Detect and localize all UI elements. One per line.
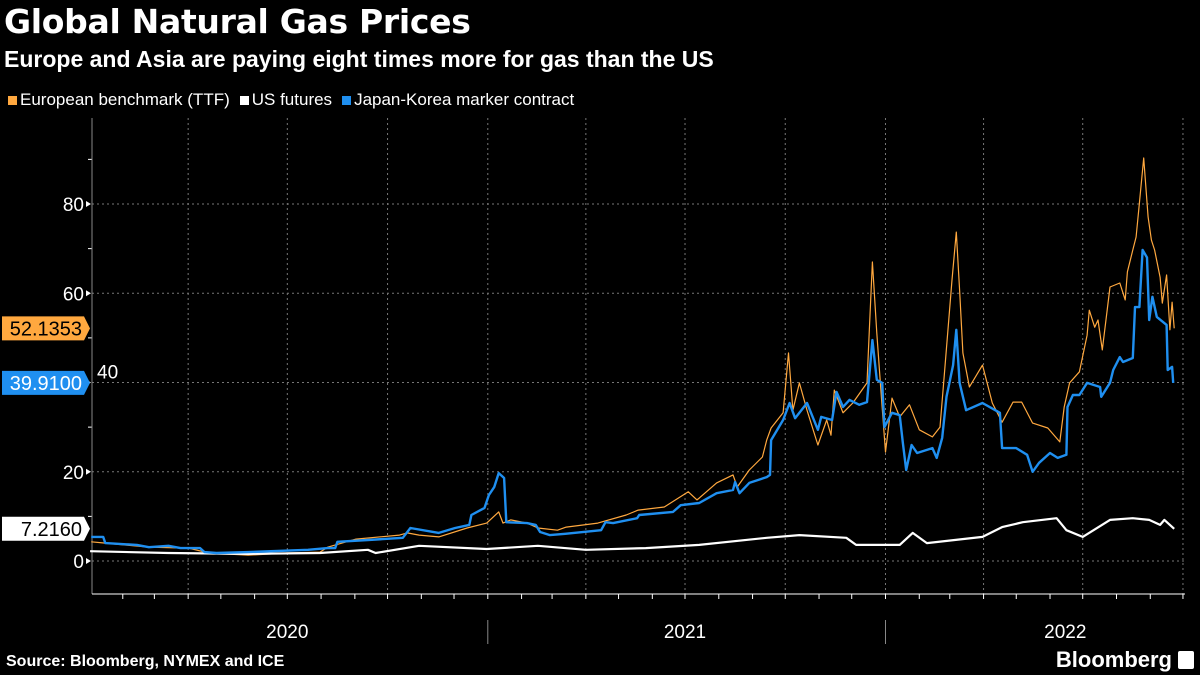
legend-swatch — [8, 95, 17, 105]
x-tick-label: 2021 — [664, 622, 706, 643]
y-tick — [86, 558, 91, 564]
y-tick-label: 0 — [73, 552, 84, 573]
last-value-label: 39.9100 — [10, 373, 82, 395]
legend-item-jkm: Japan-Korea marker contract — [342, 90, 574, 110]
legend-swatch — [239, 95, 249, 105]
series-line-jkm — [91, 248, 1175, 555]
bloomberg-logo: Bloomberg — [1056, 647, 1194, 673]
series-line-us — [90, 517, 1175, 555]
last-value-label: 7.2160 — [21, 519, 82, 541]
legend-label: Japan-Korea marker contract — [354, 90, 575, 109]
bar-chart-icon — [1178, 651, 1194, 669]
legend-swatch — [342, 95, 352, 105]
last-value-tag — [2, 316, 90, 341]
last-value-tag — [2, 516, 90, 541]
y-tick-label: 80 — [63, 195, 84, 216]
x-tick-label: 2022 — [1044, 622, 1086, 643]
legend-item-us: US futures — [239, 90, 333, 110]
legend-label: European benchmark (TTF) — [20, 90, 230, 109]
source-note: Source: Bloomberg, NYMEX and ICE — [6, 653, 285, 670]
legend-label: US futures — [251, 90, 333, 109]
x-tick-label: 2020 — [266, 622, 308, 643]
y-tick — [86, 201, 91, 207]
y-tick-label: 20 — [63, 463, 84, 484]
logo-text: Bloomberg — [1055, 647, 1172, 672]
last-value-label: 52.1353 — [10, 318, 82, 340]
y-tick — [86, 468, 91, 475]
y-tick — [86, 290, 91, 297]
series-line-ttf — [91, 157, 1175, 556]
y-tick-label: 60 — [63, 284, 84, 305]
legend-item-ttf: European benchmark (TTF) — [8, 90, 230, 110]
chart-title: Global Natural Gas Prices — [4, 2, 471, 41]
last-value-tag — [2, 370, 90, 395]
y-tick-label: 40 — [97, 363, 118, 384]
legend: European benchmark (TTF) US futures Japa… — [8, 90, 574, 110]
chart-subtitle: Europe and Asia are paying eight times m… — [4, 46, 714, 72]
